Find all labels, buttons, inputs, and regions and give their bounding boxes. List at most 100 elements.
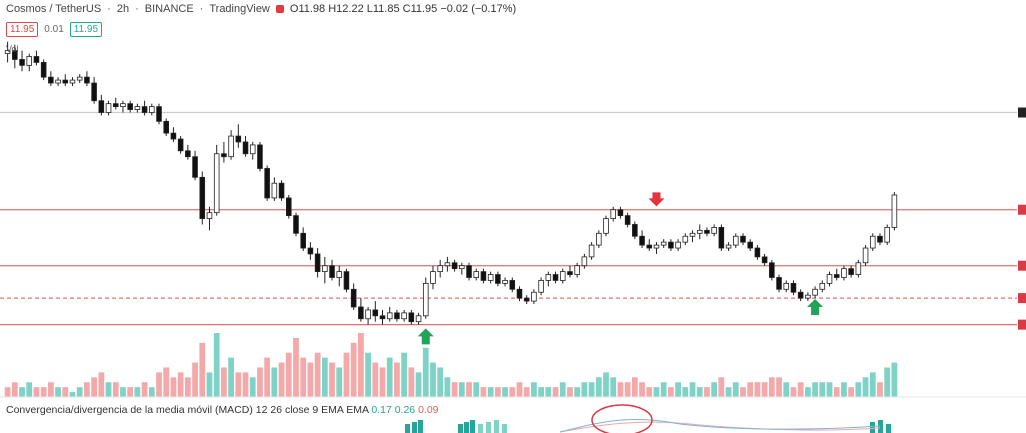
candle xyxy=(329,259,335,281)
candle xyxy=(19,50,25,72)
candle-body xyxy=(19,59,25,66)
candle-body xyxy=(192,156,198,178)
candle xyxy=(877,233,883,246)
candle xyxy=(790,280,797,296)
candle-body xyxy=(372,309,379,317)
candle-body xyxy=(646,244,653,249)
candle xyxy=(797,289,804,302)
volume-bar xyxy=(257,367,263,397)
candle-body xyxy=(40,62,47,78)
interval-label[interactable]: 2h xyxy=(116,3,130,15)
macd-label: Convergencia/divergencia de la media móv… xyxy=(6,404,369,416)
candle-body xyxy=(733,235,739,246)
sell-price-badge[interactable]: 11.95 xyxy=(6,22,39,37)
candle xyxy=(343,268,350,293)
candle-body xyxy=(495,274,501,284)
volume-bar xyxy=(812,382,818,397)
candle-body xyxy=(466,265,472,278)
volume-bar xyxy=(264,357,271,397)
candle-body xyxy=(574,265,580,275)
symbol-name[interactable]: Cosmos / TetherUS xyxy=(6,3,102,15)
candle-body xyxy=(776,277,782,290)
candle-body xyxy=(747,241,753,249)
candle-body xyxy=(588,244,595,258)
candle-body xyxy=(278,182,285,199)
macd-line xyxy=(559,418,881,433)
volume-bar xyxy=(401,352,408,397)
volume-bar xyxy=(235,372,242,397)
volume-bar xyxy=(33,387,40,397)
candle xyxy=(422,277,429,319)
candle xyxy=(437,259,443,278)
candle xyxy=(415,312,422,325)
candle xyxy=(833,268,840,281)
candle-body xyxy=(329,265,335,278)
candle xyxy=(805,292,811,302)
candle xyxy=(480,268,487,284)
candle xyxy=(84,71,90,86)
volume-bar xyxy=(458,382,465,397)
volume-bar xyxy=(213,333,220,397)
volume-bar xyxy=(271,367,278,397)
candle-body xyxy=(805,294,811,299)
candle xyxy=(286,195,292,219)
candle-body xyxy=(675,241,681,249)
candle-body xyxy=(141,106,148,113)
candle xyxy=(538,277,544,296)
candle-body xyxy=(545,274,552,281)
macd-histogram-bar xyxy=(870,422,875,433)
volume-bar xyxy=(386,357,393,397)
candle-body xyxy=(480,271,487,281)
status-dot-icon xyxy=(275,5,284,13)
candle xyxy=(862,245,869,266)
candle xyxy=(841,265,847,281)
macd-histogram-bar xyxy=(478,424,483,433)
candle-body xyxy=(257,144,263,169)
exchange-label: BINANCE xyxy=(144,3,194,15)
volume-bar xyxy=(134,387,141,397)
volume-bar xyxy=(523,387,530,397)
volume-bar xyxy=(841,382,847,397)
candle-body xyxy=(653,244,660,249)
volume-bar xyxy=(877,382,883,397)
candle xyxy=(776,274,782,293)
candle xyxy=(177,136,184,154)
candle-body xyxy=(855,262,862,275)
volume-bar xyxy=(552,387,559,397)
volume-bar xyxy=(19,387,25,397)
candle xyxy=(264,165,270,201)
candle-body xyxy=(379,315,386,320)
buy-price-badge[interactable]: 11.95 xyxy=(69,22,103,37)
candle xyxy=(33,50,40,66)
candle xyxy=(112,97,119,110)
volume-bar xyxy=(610,377,617,397)
candle xyxy=(819,280,826,293)
volume-bar xyxy=(833,387,840,397)
candle-body xyxy=(581,256,588,267)
volume-bar xyxy=(502,387,508,397)
volume-bar xyxy=(704,387,710,397)
volume-bar xyxy=(228,357,234,397)
candle-body xyxy=(365,309,371,320)
candle xyxy=(141,100,148,116)
candle xyxy=(487,271,494,284)
volume-bar xyxy=(855,382,862,397)
candle-body xyxy=(235,135,242,143)
candle xyxy=(307,242,314,260)
candle-body xyxy=(242,141,249,155)
volume-bar xyxy=(437,367,444,397)
macd-histogram-bar xyxy=(470,420,475,433)
candle xyxy=(718,224,725,251)
candle-body xyxy=(48,76,54,84)
candle xyxy=(322,256,328,284)
candle xyxy=(293,212,299,237)
volume-bar xyxy=(278,362,285,397)
candle xyxy=(127,100,133,113)
candle xyxy=(336,265,343,287)
candle-body xyxy=(84,76,90,84)
candle xyxy=(725,242,732,251)
volume-bar xyxy=(357,333,364,397)
volume-bar xyxy=(538,387,545,397)
candle xyxy=(4,41,11,63)
